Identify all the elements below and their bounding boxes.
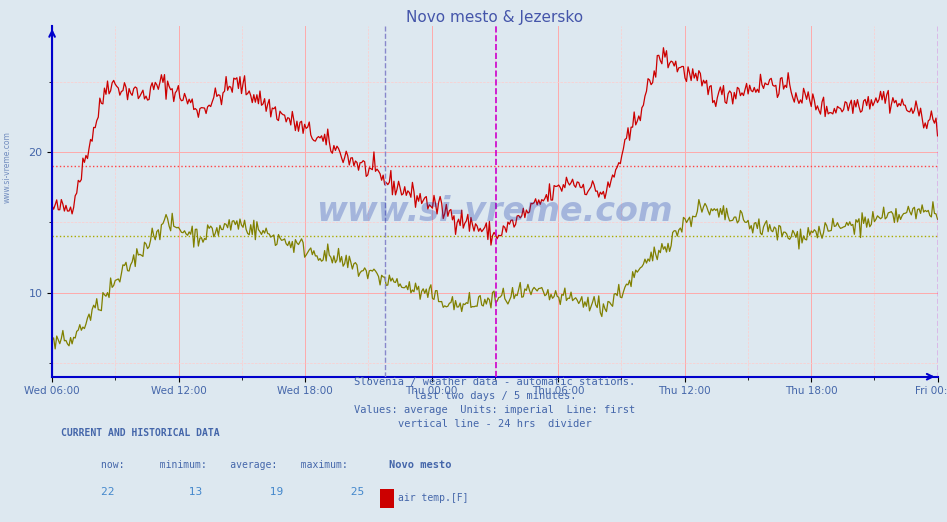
Text: now:      minimum:    average:    maximum:: now: minimum: average: maximum: <box>100 460 348 470</box>
Text: 22           13          19          25: 22 13 19 25 <box>100 488 364 497</box>
Text: Slovenia / weather data - automatic stations.
last two days / 5 minutes.
Values:: Slovenia / weather data - automatic stat… <box>354 377 635 429</box>
Text: Novo mesto: Novo mesto <box>388 460 451 470</box>
Text: www.si-vreme.com: www.si-vreme.com <box>316 195 673 229</box>
Bar <box>380 489 394 507</box>
Title: Novo mesto & Jezersko: Novo mesto & Jezersko <box>406 10 583 25</box>
Text: www.si-vreme.com: www.si-vreme.com <box>3 131 12 203</box>
Text: CURRENT AND HISTORICAL DATA: CURRENT AND HISTORICAL DATA <box>61 428 220 438</box>
Text: air temp.[F]: air temp.[F] <box>399 493 469 503</box>
